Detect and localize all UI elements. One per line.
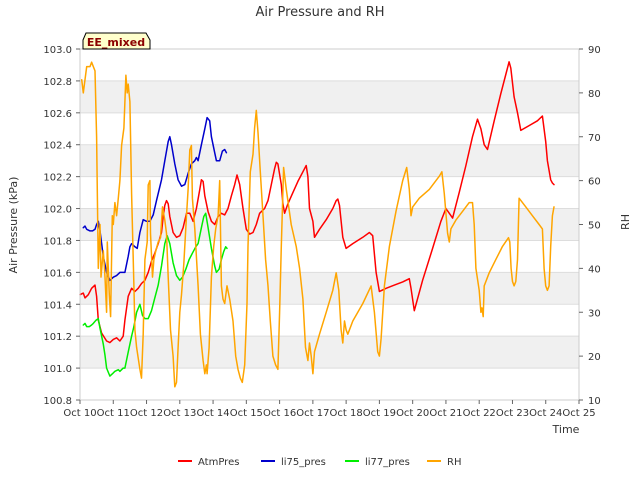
series-line-rh (80, 61, 555, 388)
y2-tick-label: 90 (588, 45, 601, 56)
y-axis-right: 10 20 30 40 50 60 70 80 90 (579, 45, 601, 407)
y2-tick-label: 60 (588, 177, 601, 188)
x-tick-label: Oct 18 (330, 408, 363, 419)
y2-tick-label: 40 (588, 264, 601, 275)
grid-bands (80, 80, 579, 369)
grid-band (80, 80, 579, 113)
x-tick-label: Oct 13 (163, 408, 196, 419)
grid-band (80, 144, 579, 177)
plot-lines (79, 61, 555, 388)
x-tick-label: Oct 20 (396, 408, 429, 419)
legend-label: li75_pres (281, 457, 326, 468)
y-tick-label: 101.8 (43, 236, 72, 247)
y2-tick-label: 20 (588, 352, 601, 363)
y-tick-label: 100.8 (43, 396, 72, 407)
x-tick-label: Oct 19 (363, 408, 396, 419)
y-axis-left: 100.8 101.0 101.2 101.4 101.6 101.8 102.0 102.2… (43, 45, 80, 407)
y2-tick-label: 10 (588, 396, 601, 407)
legend: AtmPres li75_pres li77_pres RH (178, 457, 461, 468)
series-line-li77-pres (82, 212, 228, 377)
badge-label: EE_mixed (87, 36, 145, 49)
x-tick-label: Oct 15 (230, 408, 263, 419)
x-tick-label: Oct 14 (196, 408, 229, 419)
y-tick-label: 101.4 (43, 300, 72, 311)
y2-tick-label: 80 (588, 89, 601, 100)
x-tick-label: Oct 25 (562, 408, 595, 419)
legend-label: AtmPres (198, 457, 239, 468)
x-tick-label: Oct 17 (296, 408, 329, 419)
y-tick-label: 102.8 (43, 77, 72, 88)
x-axis-label: Time (552, 423, 580, 436)
y-tick-label: 102.2 (43, 173, 72, 184)
legend-label: li77_pres (365, 457, 410, 468)
y2-tick-label: 30 (588, 308, 601, 319)
site-badge: EE_mixed (82, 32, 151, 50)
x-tick-label: Oct 24 (529, 408, 562, 419)
chart-title: Air Pressure and RH (255, 5, 384, 20)
legend-label: RH (447, 457, 461, 468)
x-tick-label: Oct 22 (463, 408, 496, 419)
y-tick-label: 102.6 (43, 109, 72, 120)
y-tick-label: 101.6 (43, 268, 72, 279)
y2-tick-label: 50 (588, 221, 601, 232)
series-line-li75-pres (82, 116, 228, 282)
y2-tick-label: 70 (588, 133, 601, 144)
y-tick-label: 103.0 (43, 45, 72, 56)
y-tick-label: 102.4 (43, 141, 72, 152)
y-tick-label: 101.2 (43, 332, 72, 343)
x-tick-label: Oct 23 (496, 408, 529, 419)
x-tick-label: Oct 21 (429, 408, 462, 419)
x-tick-label: Oct 11 (97, 408, 130, 419)
y-tick-label: 101.0 (43, 364, 72, 375)
y-tick-label: 102.0 (43, 205, 72, 216)
grid-band (80, 336, 579, 369)
badge-box (82, 32, 151, 50)
x-tick-label: Oct 16 (263, 408, 296, 419)
x-tick-label: Oct 12 (130, 408, 163, 419)
x-tick-label: Oct 10 (63, 408, 96, 419)
y2-axis-label: RH (619, 214, 632, 230)
series-line-atmpres (79, 61, 555, 344)
x-axis: Oct 10 Oct 11 Oct 12 Oct 13 Oct 14 Oct 15 Oct … (63, 400, 596, 419)
y-axis-label: Air Pressure (kPa) (7, 177, 20, 274)
